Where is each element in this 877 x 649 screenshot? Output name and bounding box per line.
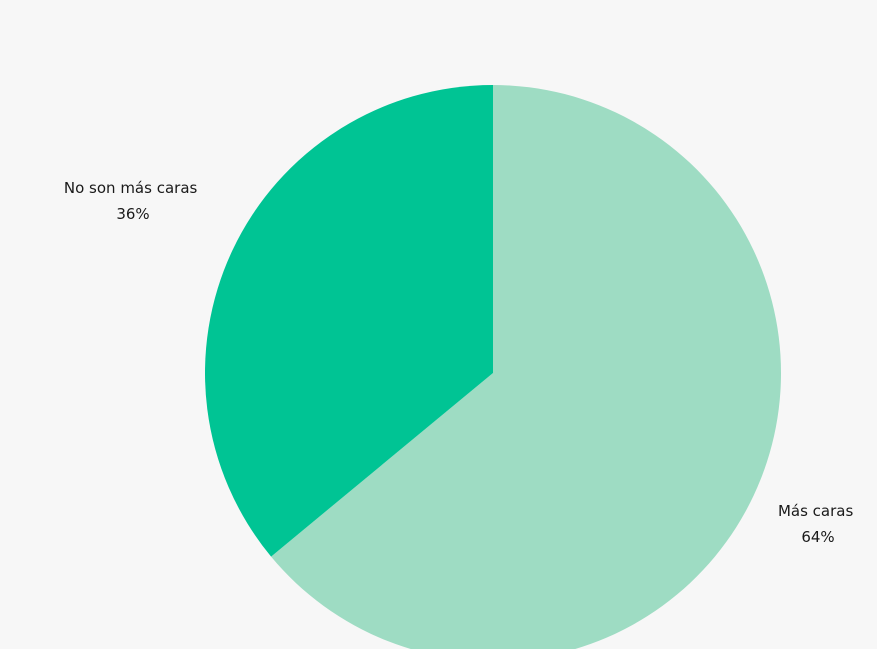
pie-slice-mas-caras [271, 85, 781, 649]
pie-slice-no-son-mas-caras [205, 85, 493, 557]
slice-name-no-son-mas-caras: No son más caras [64, 179, 198, 197]
slice-value-no-son-mas-caras: 36% [116, 205, 149, 223]
slice-value-mas-caras: 64% [801, 528, 834, 546]
slice-name-mas-caras: Más caras [778, 502, 854, 520]
pie-slices [205, 85, 781, 649]
slice-labels: No son más caras 36% Más caras 64% [64, 179, 858, 546]
slice-label-no-son-mas-caras: No son más caras 36% [64, 179, 202, 223]
slice-label-mas-caras: Más caras 64% [778, 502, 858, 546]
